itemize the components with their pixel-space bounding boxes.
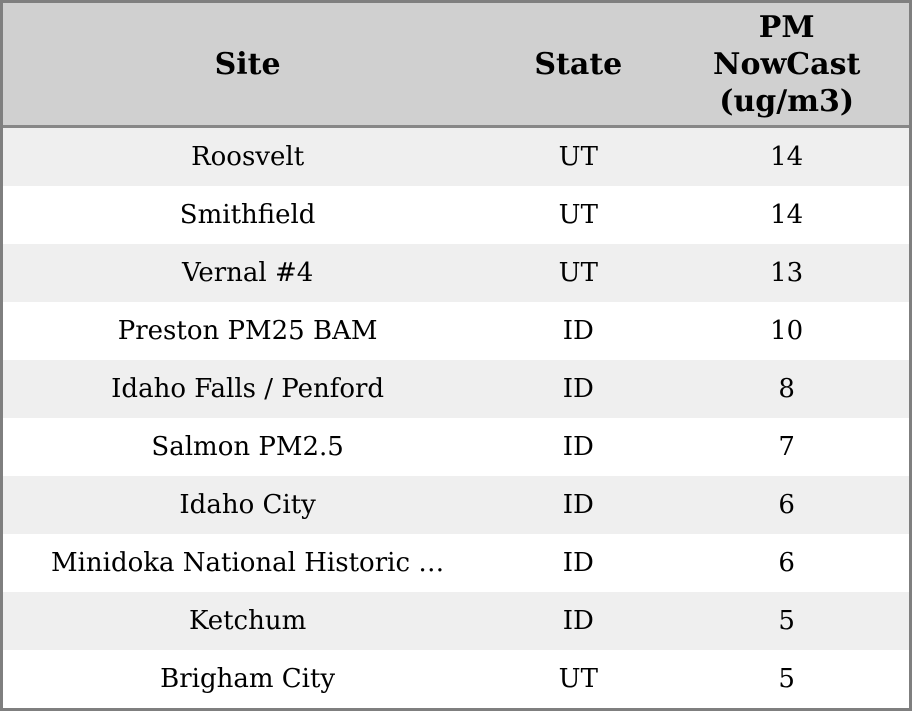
site-cell: Vernal #4 xyxy=(3,244,493,302)
state-cell: ID xyxy=(492,476,665,534)
state-cell: ID xyxy=(492,534,665,592)
state-cell: UT xyxy=(492,186,665,244)
table-row: Minidoka National Historic … ID 6 xyxy=(3,534,909,592)
pm-cell: 14 xyxy=(664,126,909,186)
site-cell: Idaho City xyxy=(3,476,493,534)
table-row: Roosvelt UT 14 xyxy=(3,126,909,186)
pm-nowcast-table: Site State PM NowCast (ug/m3) Roosvelt U… xyxy=(3,3,909,708)
site-cell: Idaho Falls / Penford xyxy=(3,360,493,418)
state-cell: UT xyxy=(492,650,665,708)
state-cell: ID xyxy=(492,302,665,360)
pm-header-line2: NowCast xyxy=(713,46,861,82)
table-row: Idaho City ID 6 xyxy=(3,476,909,534)
pm-cell: 10 xyxy=(664,302,909,360)
site-cell: Brigham City xyxy=(3,650,493,708)
table-row: Vernal #4 UT 13 xyxy=(3,244,909,302)
pm-cell: 7 xyxy=(664,418,909,476)
pm-header-line3: (ug/m3) xyxy=(719,83,855,119)
table-row: Brigham City UT 5 xyxy=(3,650,909,708)
state-cell: ID xyxy=(492,592,665,650)
pm-cell: 14 xyxy=(664,186,909,244)
table-row: Preston PM25 BAM ID 10 xyxy=(3,302,909,360)
table-row: Salmon PM2.5 ID 7 xyxy=(3,418,909,476)
site-cell: Preston PM25 BAM xyxy=(3,302,493,360)
site-cell: Salmon PM2.5 xyxy=(3,418,493,476)
site-cell: Minidoka National Historic … xyxy=(3,534,493,592)
state-cell: UT xyxy=(492,126,665,186)
site-cell: Roosvelt xyxy=(3,126,493,186)
state-cell: UT xyxy=(492,244,665,302)
pm-cell: 5 xyxy=(664,650,909,708)
site-cell: Ketchum xyxy=(3,592,493,650)
state-cell: ID xyxy=(492,360,665,418)
table-row: Idaho Falls / Penford ID 8 xyxy=(3,360,909,418)
pm-header-line1: PM xyxy=(758,9,815,45)
state-column-header: State xyxy=(492,3,665,128)
site-column-header: Site xyxy=(3,3,493,128)
pm-cell: 13 xyxy=(664,244,909,302)
state-cell: ID xyxy=(492,418,665,476)
pm-cell: 8 xyxy=(664,360,909,418)
site-cell: Smithfield xyxy=(3,186,493,244)
table-row: Ketchum ID 5 xyxy=(3,592,909,650)
pm-cell: 6 xyxy=(664,534,909,592)
header-row: Site State PM NowCast (ug/m3) xyxy=(3,3,909,128)
pm-cell: 5 xyxy=(664,592,909,650)
pm-cell: 6 xyxy=(664,476,909,534)
pm-nowcast-column-header: PM NowCast (ug/m3) xyxy=(664,3,909,128)
table-row: Smithfield UT 14 xyxy=(3,186,909,244)
